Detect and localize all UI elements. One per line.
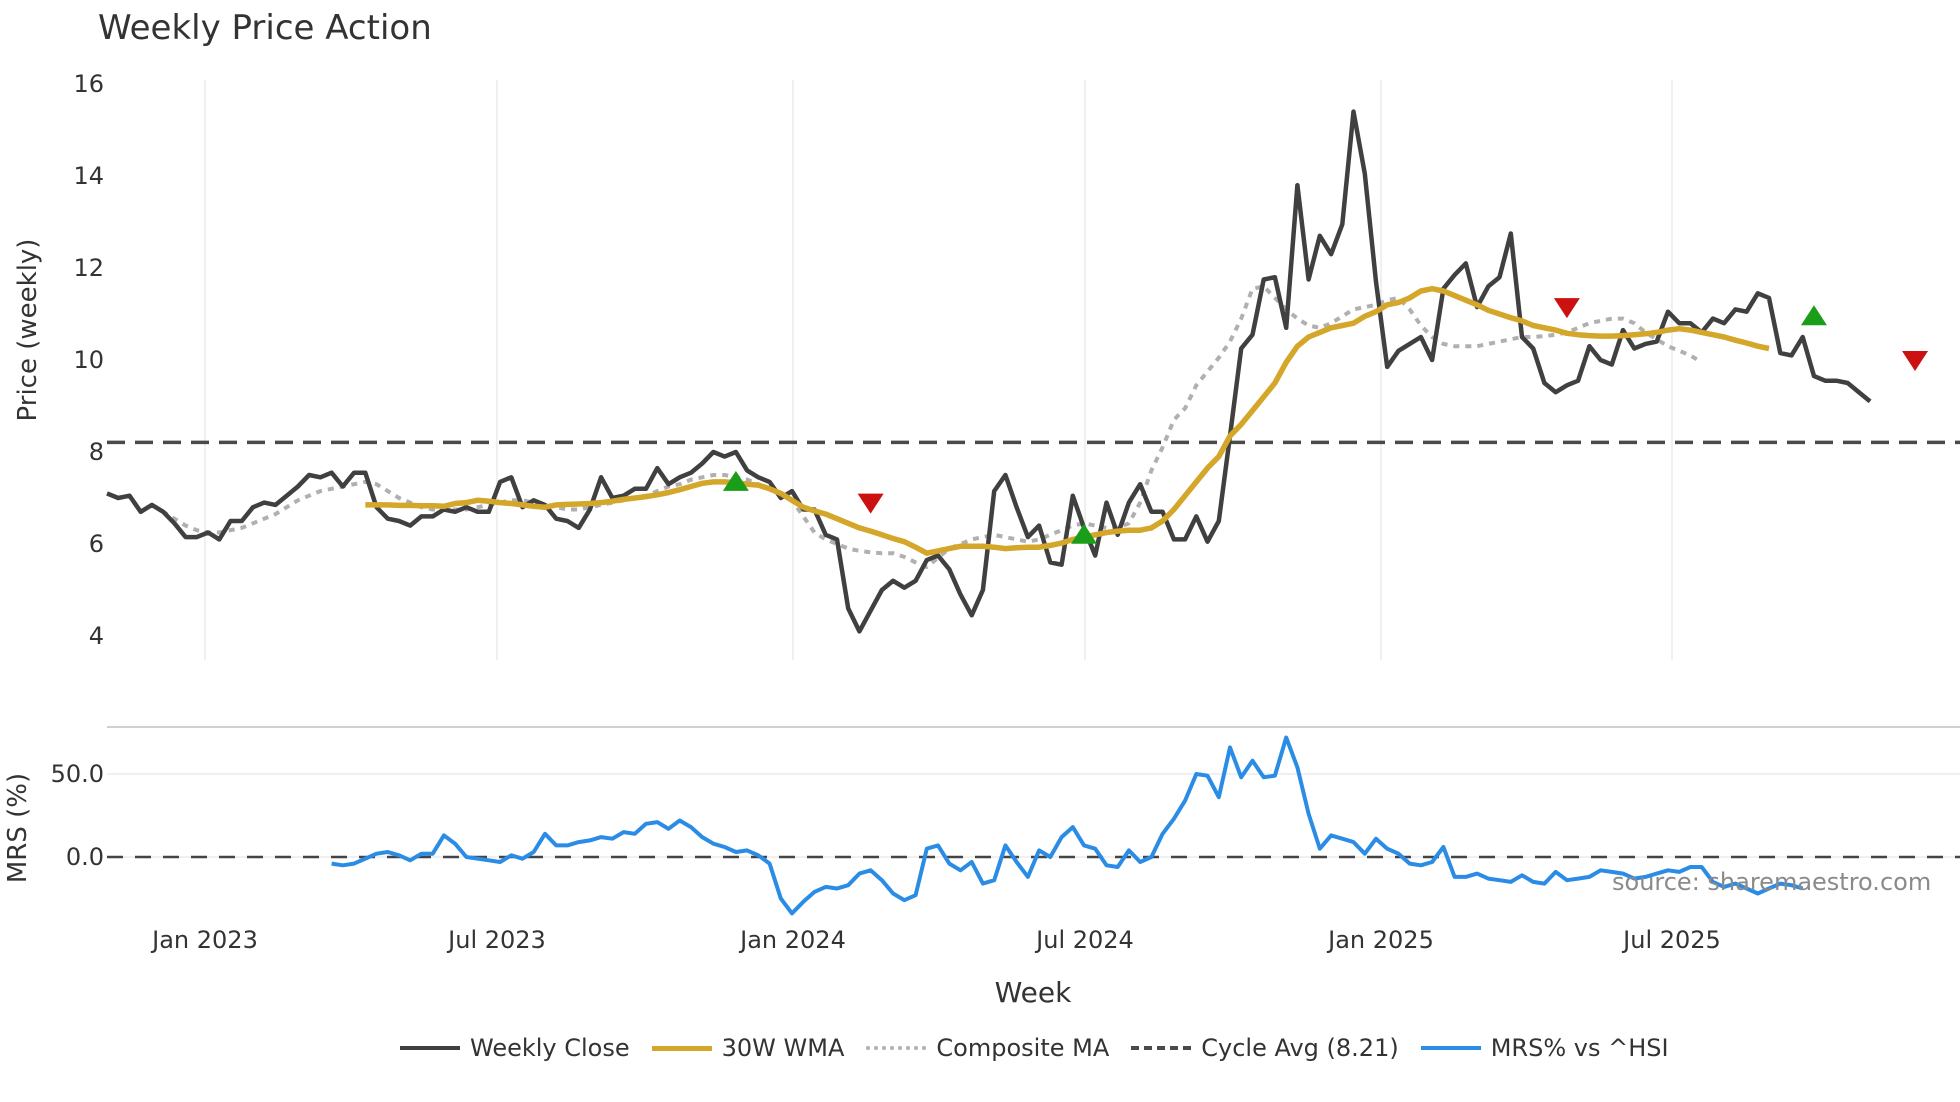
x-axis-label: Week [995, 976, 1072, 1009]
legend-item-wma: 30W WMA [651, 1034, 845, 1062]
y-tick-label: 8 [89, 438, 104, 466]
y-tick-label: 4 [89, 622, 104, 650]
y-tick-label: 0.0 [66, 843, 104, 871]
legend-label: Composite MA [936, 1034, 1110, 1062]
x-tick-label: Jul 2024 [1034, 926, 1134, 954]
legend-item-mrs: MRS% vs ^HSI [1420, 1034, 1669, 1062]
legend-item-close: Weekly Close [400, 1034, 630, 1062]
legend-label: Cycle Avg (8.21) [1201, 1034, 1399, 1062]
sell-signal-marker [1902, 351, 1929, 371]
sell-signal-marker [1553, 298, 1580, 319]
weekly-close-line [106, 109, 1872, 634]
buy-signal-marker [1071, 523, 1098, 544]
y-tick-label: 6 [89, 530, 104, 558]
legend-swatch-icon [866, 1046, 927, 1050]
chart-title: Weekly Price Action [98, 8, 432, 48]
mrs-y-axis-label: MRS (%) [3, 773, 33, 883]
x-tick-label: Jul 2025 [1621, 926, 1721, 954]
price-gridlines [204, 80, 1673, 660]
mrs-line [331, 735, 1804, 916]
chart-legend: Weekly Close 30W WMA Composite MA Cycle Avg… [400, 1034, 1669, 1062]
y-tick-label: 14 [73, 162, 104, 190]
mrs-gridlines [107, 773, 1960, 858]
buy-signal-marker [1800, 305, 1827, 326]
y-tick-label: 50.0 [51, 760, 104, 788]
legend-swatch-icon [1420, 1046, 1481, 1050]
x-tick-label: Jan 2023 [150, 926, 258, 954]
y-tick-label: 12 [73, 254, 104, 282]
x-ticks: Jan 2023 Jul 2023 Jan 2024 Jul 2024 Jan 2025… [150, 926, 1721, 954]
legend-label: 30W WMA [721, 1034, 845, 1062]
source-watermark: source: sharemaestro.com [1612, 868, 1932, 896]
sell-signal-marker [857, 493, 884, 514]
wma-30w-line [365, 285, 1770, 556]
legend-item-composite: Composite MA [866, 1034, 1109, 1062]
legend-swatch-icon [400, 1046, 460, 1050]
signal-markers [722, 298, 1929, 544]
buy-signal-marker [722, 470, 749, 491]
legend-label: Weekly Close [470, 1034, 630, 1062]
legend-item-cycle: Cycle Avg (8.21) [1131, 1034, 1399, 1062]
legend-label: MRS% vs ^HSI [1490, 1034, 1669, 1062]
price-y-axis-label: Price (weekly) [13, 239, 43, 422]
x-tick-label: Jan 2025 [1326, 926, 1434, 954]
mrs-y-ticks: 0.0 50.0 [51, 760, 104, 871]
price-y-ticks: 4 6 8 10 12 14 16 [73, 70, 104, 650]
y-tick-label: 16 [73, 70, 104, 98]
legend-swatch-icon [1131, 1046, 1192, 1050]
composite-ma-line [150, 284, 1703, 569]
legend-swatch-icon [651, 1045, 712, 1051]
x-tick-label: Jul 2023 [446, 926, 546, 954]
y-tick-label: 10 [73, 346, 104, 374]
x-tick-label: Jan 2024 [738, 926, 846, 954]
